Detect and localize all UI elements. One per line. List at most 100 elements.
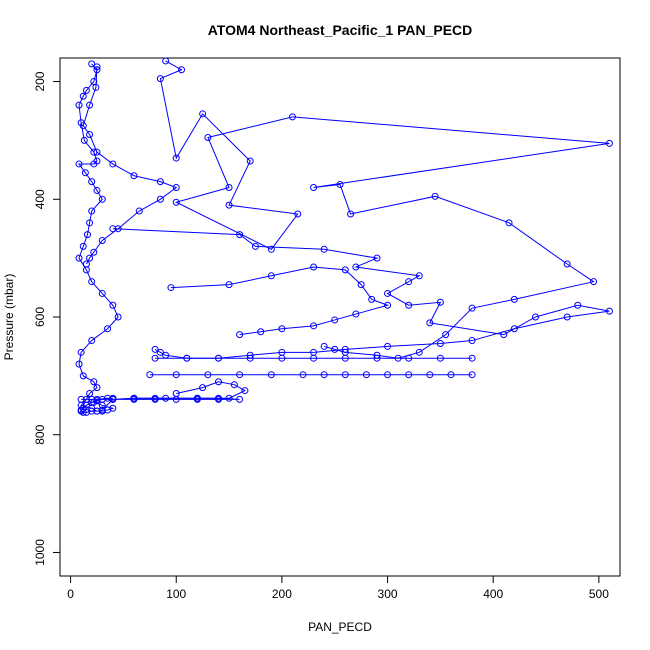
data-point <box>109 404 117 412</box>
data-point <box>436 339 444 347</box>
data-point <box>230 381 238 389</box>
data-point <box>225 184 233 191</box>
data-point <box>130 394 138 402</box>
data-point <box>468 337 476 345</box>
data-point <box>79 408 87 416</box>
data-point <box>267 245 275 253</box>
data-point <box>98 406 106 414</box>
series-line <box>159 60 610 359</box>
data-point <box>447 371 455 379</box>
data-point <box>114 313 122 321</box>
data-point <box>431 192 439 200</box>
data-point <box>88 337 96 345</box>
data-point <box>82 260 90 268</box>
series-1 <box>79 63 180 268</box>
data-point <box>510 295 518 303</box>
data-point <box>90 378 98 386</box>
data-point <box>167 284 175 292</box>
data-point <box>75 254 83 262</box>
data-point <box>320 371 328 379</box>
data-point <box>563 313 571 321</box>
data-point <box>88 407 96 415</box>
y-tick-label: 800 <box>33 424 47 444</box>
data-point <box>415 348 423 356</box>
data-point <box>336 181 344 189</box>
data-point <box>267 272 275 280</box>
data-point <box>204 371 212 379</box>
data-point <box>79 242 87 250</box>
data-point <box>214 395 222 403</box>
data-point <box>130 172 138 180</box>
data-point <box>172 390 180 398</box>
data-point <box>310 263 318 271</box>
series-line <box>82 66 178 265</box>
series-4 <box>167 263 392 339</box>
data-point <box>151 345 159 353</box>
data-point <box>79 122 87 130</box>
data-point <box>81 169 89 177</box>
data-point <box>199 110 207 118</box>
data-point <box>251 242 259 250</box>
x-tick-label: 300 <box>378 587 398 601</box>
data-point <box>405 354 413 362</box>
data-point <box>151 354 159 362</box>
data-point <box>310 354 318 362</box>
data-point <box>90 160 98 168</box>
data-point <box>241 387 249 395</box>
data-point <box>104 394 112 402</box>
series-line <box>133 381 246 399</box>
data-point <box>563 260 571 268</box>
data-point <box>373 254 381 262</box>
data-point <box>225 394 233 402</box>
data-point <box>135 207 143 215</box>
data-point <box>278 325 286 333</box>
data-point <box>83 231 91 239</box>
data-point <box>172 154 180 162</box>
data-point <box>214 354 222 362</box>
data-point <box>352 310 360 318</box>
data-point <box>199 384 207 392</box>
data-point <box>98 236 106 244</box>
data-point <box>341 345 349 353</box>
data-point <box>288 113 296 121</box>
data-point <box>405 301 413 309</box>
data-point <box>468 354 476 362</box>
data-point <box>90 78 98 86</box>
data-point <box>246 157 254 165</box>
data-point <box>225 281 233 289</box>
data-point <box>204 133 212 141</box>
data-point <box>79 92 87 100</box>
data-point <box>86 101 94 109</box>
data-point <box>172 184 180 191</box>
y-tick-label: 600 <box>33 307 47 327</box>
data-point <box>267 371 275 379</box>
data-point <box>109 301 117 309</box>
data-point <box>236 371 244 379</box>
data-point <box>93 186 101 194</box>
data-point <box>574 301 582 309</box>
data-point <box>236 331 244 339</box>
data-point <box>93 407 101 415</box>
data-point <box>468 371 476 379</box>
data-point <box>236 231 244 239</box>
data-point <box>88 60 96 68</box>
data-point <box>214 378 222 386</box>
data-point <box>156 348 164 356</box>
chart-title: ATOM4 Northeast_Pacific_1 PAN_PECD <box>208 22 473 38</box>
series-line <box>170 266 390 336</box>
x-axis: 0 100 200 300 400 500 <box>67 576 609 601</box>
data-point <box>93 384 101 392</box>
x-tick-label: 100 <box>166 587 186 601</box>
data-point <box>368 295 376 303</box>
data-point <box>505 219 513 227</box>
data-point <box>531 313 539 321</box>
y-axis: 200 400 600 800 1000 <box>33 71 60 566</box>
data-point <box>146 371 154 379</box>
x-axis-label: PAN_PECD <box>308 620 372 634</box>
data-point <box>90 248 98 256</box>
data-point <box>92 83 100 91</box>
data-point <box>415 272 423 280</box>
series-5 <box>146 371 476 379</box>
series-7 <box>130 378 249 402</box>
data-point <box>172 371 180 379</box>
